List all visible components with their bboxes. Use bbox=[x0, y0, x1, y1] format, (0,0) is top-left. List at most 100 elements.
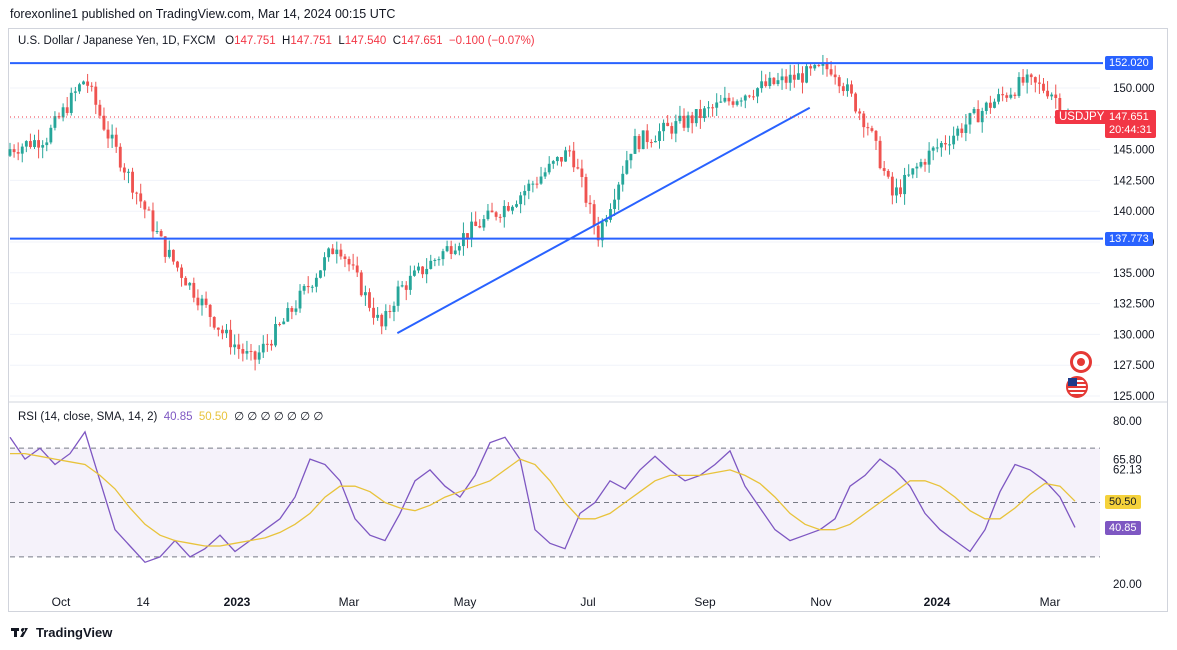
candle-body bbox=[176, 261, 179, 268]
candle-body bbox=[821, 63, 825, 66]
candle-body bbox=[204, 298, 208, 305]
candle-body bbox=[453, 250, 457, 255]
candle-body bbox=[772, 77, 776, 85]
candle-body bbox=[670, 126, 674, 134]
candle-body bbox=[674, 121, 678, 134]
candle-body bbox=[257, 352, 261, 360]
candle-body bbox=[919, 162, 923, 167]
time-tick-label: Mar bbox=[1040, 595, 1061, 609]
candle-body bbox=[956, 128, 960, 136]
candle-body bbox=[486, 210, 490, 220]
candle-body bbox=[878, 140, 882, 169]
candle-body bbox=[380, 314, 384, 327]
candle-body bbox=[1042, 83, 1045, 91]
candle-body bbox=[196, 297, 200, 306]
tradingview-logo-icon bbox=[10, 626, 32, 641]
high-value: 147.751 bbox=[290, 35, 332, 47]
candle-body bbox=[715, 102, 719, 108]
time-tick-label: Sep bbox=[694, 595, 716, 609]
candle-body bbox=[61, 107, 65, 118]
candle-body bbox=[886, 170, 890, 177]
candle-body bbox=[90, 85, 94, 87]
japan-flag-icon[interactable] bbox=[1070, 351, 1092, 373]
candle-body bbox=[560, 156, 563, 162]
candle-body bbox=[837, 77, 841, 87]
price-tick-label: 127.500 bbox=[1113, 360, 1155, 372]
candle-body bbox=[625, 160, 629, 174]
tradingview-footer[interactable]: TradingView bbox=[10, 625, 112, 641]
candle-body bbox=[694, 109, 698, 124]
candle-body bbox=[764, 81, 768, 87]
rsi-legend: RSI (14, close, SMA, 14, 2) 40.85 50.50 … bbox=[18, 409, 323, 423]
candle-body bbox=[98, 104, 102, 116]
symbol-name: U.S. Dollar / Japanese Yen, 1D, FXCM bbox=[18, 35, 216, 47]
candle-body bbox=[184, 277, 188, 286]
candle-body bbox=[580, 168, 584, 178]
time-tick-label: May bbox=[454, 595, 477, 609]
candle-body bbox=[600, 222, 604, 241]
candle-body bbox=[841, 86, 845, 92]
candle-body bbox=[171, 249, 175, 262]
candle-body bbox=[306, 286, 310, 288]
candle-body bbox=[711, 107, 715, 109]
candle-body bbox=[515, 204, 518, 207]
candle-body bbox=[233, 344, 237, 348]
candle-body bbox=[743, 95, 747, 101]
rsi-name: RSI (14, close, SMA, 14, 2) bbox=[18, 411, 158, 423]
candle-body bbox=[854, 93, 858, 112]
time-tick-label: Mar bbox=[339, 595, 360, 609]
rsi-tick-label: 62.13 bbox=[1113, 465, 1142, 477]
empty-values: ∅ ∅ ∅ ∅ ∅ ∅ ∅ bbox=[234, 411, 324, 423]
candle-body bbox=[69, 92, 73, 113]
candle-body bbox=[494, 212, 498, 217]
candle-body bbox=[792, 74, 796, 80]
candle-body bbox=[286, 308, 290, 322]
candle-body bbox=[825, 63, 829, 70]
candle-body bbox=[163, 236, 167, 257]
candle-body bbox=[698, 109, 702, 119]
candle-body bbox=[690, 115, 694, 124]
candle-body bbox=[649, 142, 653, 144]
price-tick-label: 125.000 bbox=[1113, 391, 1155, 403]
candle-body bbox=[756, 88, 759, 97]
candle-body bbox=[457, 246, 461, 251]
candle-body bbox=[241, 349, 245, 354]
candle-body bbox=[968, 113, 972, 125]
candle-body bbox=[653, 140, 657, 143]
candle-body bbox=[400, 285, 404, 287]
candle-body bbox=[384, 310, 388, 327]
candle-body bbox=[265, 343, 269, 345]
candle-body bbox=[523, 190, 527, 196]
candle-body bbox=[613, 199, 616, 210]
candle-body bbox=[425, 268, 429, 275]
candle-body bbox=[294, 308, 298, 312]
time-tick-label: 2023 bbox=[224, 595, 251, 609]
candle-body bbox=[261, 343, 265, 353]
time-tick-label: 2024 bbox=[924, 595, 951, 609]
candle-body bbox=[86, 81, 90, 86]
candle-body bbox=[870, 128, 874, 131]
candle-body bbox=[527, 183, 531, 191]
candle-body bbox=[621, 173, 625, 185]
us-flag-icon[interactable] bbox=[1066, 376, 1088, 398]
candle-body bbox=[1001, 94, 1005, 96]
candle-body bbox=[498, 216, 502, 218]
candle-body bbox=[474, 221, 478, 226]
price-tick-label: 140.000 bbox=[1113, 206, 1155, 218]
candle-body bbox=[24, 141, 28, 147]
candle-body bbox=[372, 307, 375, 318]
low-label: L bbox=[338, 35, 345, 47]
candle-body bbox=[935, 147, 939, 149]
candle-body bbox=[592, 204, 596, 226]
rsi-legend-value: 40.85 bbox=[163, 411, 193, 423]
candle-body bbox=[37, 140, 41, 148]
candle-body bbox=[809, 66, 813, 69]
open-value: 147.751 bbox=[234, 35, 276, 47]
candle-body bbox=[8, 149, 12, 156]
candle-body bbox=[788, 74, 792, 83]
candle-body bbox=[351, 264, 355, 266]
candle-body bbox=[155, 230, 159, 232]
low-value: 147.540 bbox=[344, 35, 387, 47]
candle-body bbox=[964, 124, 968, 133]
